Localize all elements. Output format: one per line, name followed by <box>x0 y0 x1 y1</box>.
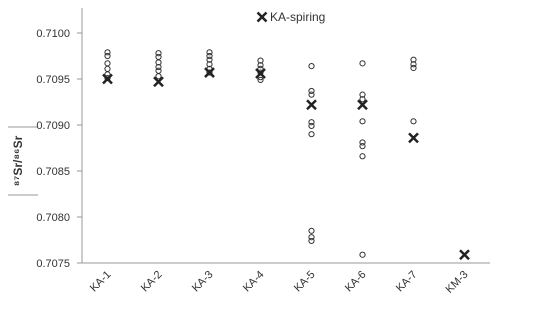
sample-point <box>155 59 162 66</box>
x-tick-label: KA-4 <box>241 269 267 295</box>
sample-point <box>308 122 315 130</box>
x-stroke <box>256 11 268 23</box>
x-stroke <box>357 99 368 111</box>
x-marker <box>255 68 266 79</box>
x-marker <box>357 99 368 111</box>
sample-point <box>206 49 213 56</box>
x-tick-label: KA-1 <box>88 269 114 295</box>
sample-point <box>359 60 366 67</box>
sample-point <box>206 52 213 60</box>
sample-point <box>359 143 366 150</box>
x-marker <box>256 11 268 23</box>
x-stroke <box>102 73 113 85</box>
x-stroke <box>459 249 470 261</box>
sample-point <box>257 65 264 72</box>
sample-point <box>155 50 162 57</box>
sample-point <box>359 91 366 98</box>
x-marker <box>102 73 113 85</box>
x-stroke <box>204 67 215 78</box>
sample-point <box>308 119 315 126</box>
sample-point <box>257 57 264 64</box>
y-tick-label: 0.7100 <box>36 28 70 40</box>
x-stroke <box>255 68 266 79</box>
sample-point <box>308 91 315 98</box>
sample-point <box>308 237 315 245</box>
sample-point <box>155 63 162 71</box>
y-tick-label: 0.7090 <box>36 120 70 132</box>
sample-point <box>410 61 417 68</box>
sample-point <box>104 49 111 56</box>
y-tick-label: 0.7095 <box>36 74 70 86</box>
y-tick-label: 0.7080 <box>36 212 70 224</box>
x-tick-label: KM-3 <box>444 269 471 296</box>
x-tick-label: KA-6 <box>343 269 369 295</box>
x-tick-label: KA-2 <box>139 269 165 295</box>
sample-point <box>104 71 111 78</box>
x-marker <box>408 132 419 144</box>
sample-point <box>104 52 111 60</box>
sample-point <box>359 118 366 125</box>
sample-point <box>257 76 264 84</box>
y-axis-label: ⁸⁷Sr/⁸⁶Sr <box>11 135 25 186</box>
sample-point <box>104 60 111 67</box>
sample-point <box>410 64 417 72</box>
x-tick-label: KA-7 <box>394 269 420 295</box>
sample-point <box>359 139 366 146</box>
x-stroke <box>306 99 317 111</box>
sample-point <box>308 227 315 234</box>
sample-point <box>410 118 417 125</box>
x-tick-label: KA-5 <box>292 269 318 295</box>
sample-point <box>257 62 264 69</box>
sample-point <box>206 61 213 68</box>
x-tick-label: KA-3 <box>190 269 216 295</box>
sample-point <box>410 56 417 63</box>
sample-point <box>308 234 315 241</box>
sample-point <box>104 65 111 72</box>
x-stroke <box>153 76 164 88</box>
x-marker <box>459 249 470 261</box>
sample-point <box>308 87 315 95</box>
sample-point <box>206 69 213 76</box>
sample-point <box>155 67 162 74</box>
y-tick-label: 0.7075 <box>36 258 70 270</box>
y-tick-label: 0.7085 <box>36 166 70 178</box>
x-marker <box>306 99 317 111</box>
sample-point <box>206 56 213 63</box>
x-stroke <box>408 132 419 144</box>
x-marker <box>204 67 215 78</box>
x-marker <box>153 76 164 88</box>
legend-label: KA-spiring <box>270 10 325 24</box>
sample-point <box>308 131 315 138</box>
sample-point <box>308 63 315 70</box>
sample-point <box>155 53 162 61</box>
sample-point <box>359 251 366 258</box>
sample-point <box>155 73 162 80</box>
sample-point <box>359 153 366 160</box>
sample-point <box>359 96 366 103</box>
